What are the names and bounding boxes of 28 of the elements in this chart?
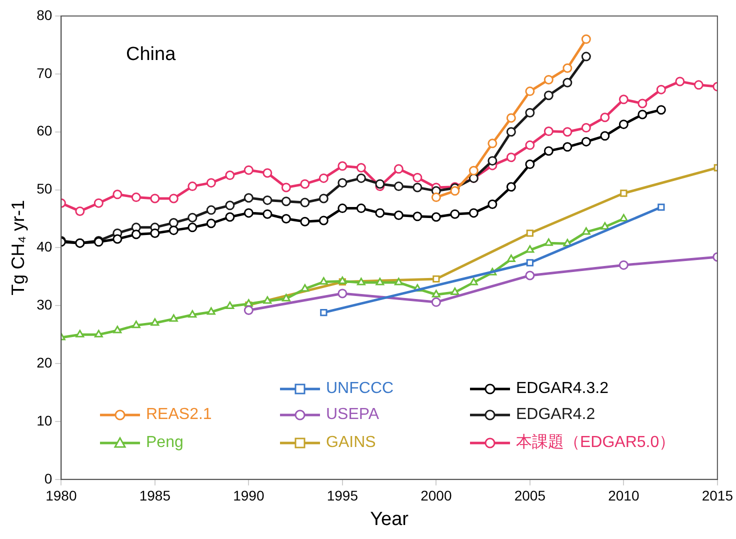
legend-label: UNFCCC bbox=[326, 380, 394, 398]
text: China bbox=[126, 44, 176, 66]
x-tick-label: 2005 bbox=[514, 488, 546, 504]
y-tick-label: 0 bbox=[44, 470, 52, 486]
y-axis-title: Tg CH₄ yr-1 bbox=[8, 200, 28, 296]
x-tick-label: 2015 bbox=[702, 488, 734, 504]
legend-label: EDGAR4.3.2 bbox=[516, 380, 608, 398]
x-axis-title: Year bbox=[370, 508, 410, 530]
legend-label: 本課題（EDGAR5.0） bbox=[516, 432, 676, 453]
y-tick-label: 40 bbox=[36, 238, 52, 255]
y-tick-label: 50 bbox=[36, 180, 52, 197]
y-tick-label: 20 bbox=[36, 354, 52, 370]
x-tick-label: 1995 bbox=[326, 488, 358, 504]
y-tick-label: 30 bbox=[36, 296, 52, 312]
y-tick-label: 10 bbox=[36, 412, 52, 428]
x-tick-label: 2000 bbox=[420, 488, 452, 504]
legend-label: Peng bbox=[146, 434, 184, 452]
x-tick-label: 1985 bbox=[139, 488, 171, 504]
x-tick-label: 2010 bbox=[608, 488, 640, 504]
y-tick-label: 70 bbox=[36, 64, 52, 81]
y-tick-label: 60 bbox=[36, 122, 52, 139]
y-tick-label: 80 bbox=[36, 6, 52, 23]
legend-label: REAS2.1 bbox=[146, 406, 212, 424]
legend-label: GAINS bbox=[326, 434, 376, 452]
x-tick-label: 1990 bbox=[233, 488, 264, 504]
legend-label: USEPA bbox=[326, 406, 380, 424]
legend-label: EDGAR4.2 bbox=[516, 406, 596, 424]
x-tick-label: 1980 bbox=[46, 488, 77, 504]
